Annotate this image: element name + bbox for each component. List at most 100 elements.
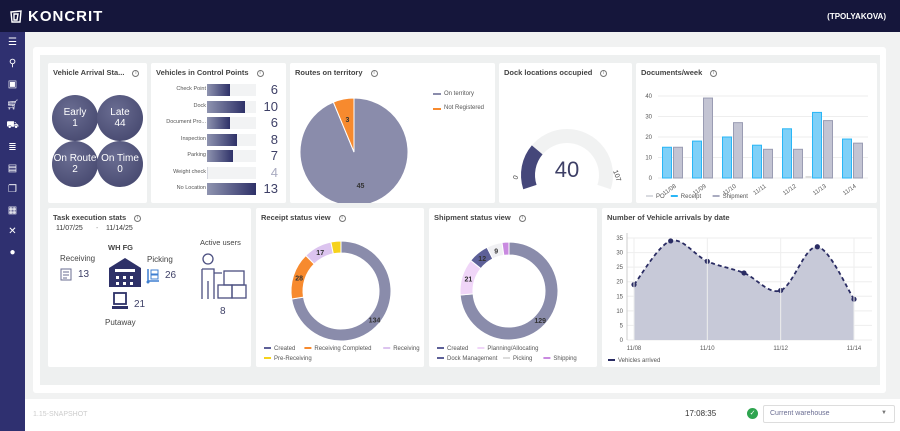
control-point-value: 6 — [270, 115, 278, 130]
legend-swatch — [304, 347, 312, 349]
legend-swatch — [383, 347, 391, 349]
legend-not-registered[interactable]: Not Registered — [433, 103, 484, 114]
bar-shipment — [793, 148, 803, 179]
card-title: Number of Vehicle arrivals by date — [607, 213, 730, 222]
control-point-row[interactable]: Document Pro... 6 — [151, 115, 286, 131]
contact-icon[interactable]: ▣ — [7, 79, 18, 90]
slice-created — [459, 241, 559, 341]
info-icon[interactable]: i — [518, 214, 526, 222]
documents-icon[interactable]: ❐ — [8, 184, 17, 195]
legend-on-territory[interactable]: On territory — [433, 89, 474, 100]
bar-shipment — [853, 142, 863, 179]
slice-label: 9 — [494, 248, 498, 255]
legend-swatch — [477, 347, 485, 349]
y-tick-label: 20 — [645, 135, 652, 141]
top-bar: KONCRIT (TPOLYAKOVA) — [0, 0, 900, 32]
bar-shipment — [733, 122, 743, 179]
legend-swatch — [712, 195, 720, 197]
control-point-row[interactable]: Parking 7 — [151, 148, 286, 164]
control-point-value: 8 — [270, 131, 278, 147]
tools-icon[interactable]: ✕ — [8, 226, 17, 237]
bar-shipment — [823, 120, 833, 179]
y-tick-label: 10 — [616, 309, 623, 315]
arrival-late[interactable]: Late 44 — [97, 95, 143, 141]
gauge-max: 107 — [611, 169, 622, 182]
area-fill — [634, 240, 854, 340]
control-point-row[interactable]: No Location 13 — [151, 181, 286, 197]
search-icon[interactable]: ⚲ — [8, 58, 17, 69]
date-separator: - — [96, 225, 99, 232]
slice-label: 21 — [464, 277, 472, 284]
legend-po: PO — [656, 194, 665, 200]
bar-receipt — [752, 144, 762, 179]
truck-icon[interactable]: ⛟ — [6, 120, 19, 131]
slice-not-registered — [332, 97, 355, 153]
control-point-value: 6 — [270, 82, 278, 97]
user-name[interactable]: (TPOLYAKOVA) — [827, 12, 886, 21]
active-users-count: 8 — [220, 306, 226, 317]
logo[interactable]: KONCRIT — [9, 8, 103, 25]
control-point-value: 7 — [270, 148, 278, 163]
date-to[interactable]: 11/14/25 — [106, 225, 133, 232]
checklist-icon — [60, 268, 72, 281]
control-point-row[interactable]: Weight check 4 — [151, 165, 286, 181]
legend-item: Created — [447, 346, 468, 352]
picking-label: Picking — [147, 255, 173, 264]
receiving-label: Receiving — [60, 254, 96, 263]
control-point-value: 13 — [263, 181, 278, 196]
date-from[interactable]: 11/07/25 — [56, 225, 83, 232]
bar-po — [805, 175, 812, 178]
y-tick-label: 0 — [649, 176, 653, 182]
card-title: Shipment status view — [434, 213, 511, 222]
control-point-bar — [207, 117, 230, 129]
worker-with-boxes-icon — [201, 253, 247, 299]
data-point — [741, 270, 747, 276]
brand-name: KONCRIT — [28, 8, 104, 25]
chevron-down-icon: ▼ — [881, 410, 887, 416]
x-tick-label: 11/14 — [847, 346, 862, 352]
arrival-early[interactable]: Early 1 — [52, 95, 98, 141]
legend-item: Shipping — [553, 356, 576, 362]
info-icon[interactable]: i — [132, 69, 140, 77]
info-icon[interactable]: i — [710, 69, 718, 77]
control-point-row[interactable]: Inspection 8 — [151, 132, 286, 148]
info-icon[interactable]: i — [600, 69, 608, 77]
info-icon[interactable]: i — [338, 214, 346, 222]
cart-icon[interactable]: 🛒︎ — [6, 100, 19, 111]
info-icon[interactable]: i — [134, 214, 142, 222]
warehouse-select[interactable]: Current warehouse ▼ — [763, 405, 895, 423]
info-icon[interactable]: i — [256, 69, 264, 77]
bar-receipt — [842, 138, 852, 179]
slice-label: 129 — [534, 318, 546, 325]
list-icon[interactable]: ≣ — [8, 142, 17, 153]
info-icon[interactable]: i — [370, 69, 378, 77]
legend-item: Receiving Completed — [314, 346, 371, 352]
data-point — [668, 238, 674, 244]
putaway-icon — [112, 292, 128, 309]
slice-label: 28 — [295, 275, 303, 282]
control-point-value: 10 — [263, 98, 278, 114]
data-point — [814, 244, 820, 250]
control-point-row[interactable]: Check Point 6 — [151, 82, 286, 98]
gauge-fill — [521, 145, 543, 190]
menu-icon[interactable]: ☰ — [8, 37, 17, 48]
routes-pie-chart: 45 3 — [299, 97, 409, 203]
x-tick-label: 11/14 — [842, 183, 858, 197]
legend-swatch — [437, 347, 444, 349]
footer: 1.15-SNAPSHOT 17:08:35 ✓ Current warehou… — [25, 399, 900, 431]
x-tick-label: 11/11 — [753, 183, 769, 196]
gauge-value: 40 — [555, 157, 579, 182]
control-point-bar — [207, 150, 234, 162]
archive-icon[interactable]: ▤ — [7, 163, 18, 174]
arrival-on-route[interactable]: On Route 2 — [52, 141, 98, 187]
warehouse-label: WH FG — [108, 243, 133, 252]
control-point-row[interactable]: Dock 10 — [151, 99, 286, 115]
control-point-bar — [207, 183, 256, 195]
report-icon[interactable]: ▦ — [7, 205, 18, 216]
arrival-on-time[interactable]: On Time 0 — [97, 141, 143, 187]
settings-globe-icon[interactable]: ● — [9, 247, 16, 258]
legend-shipment: Shipment — [723, 194, 749, 200]
receipt-donut-chart: 134 28 17 Created Receiving Completed Receivi… — [264, 240, 420, 362]
